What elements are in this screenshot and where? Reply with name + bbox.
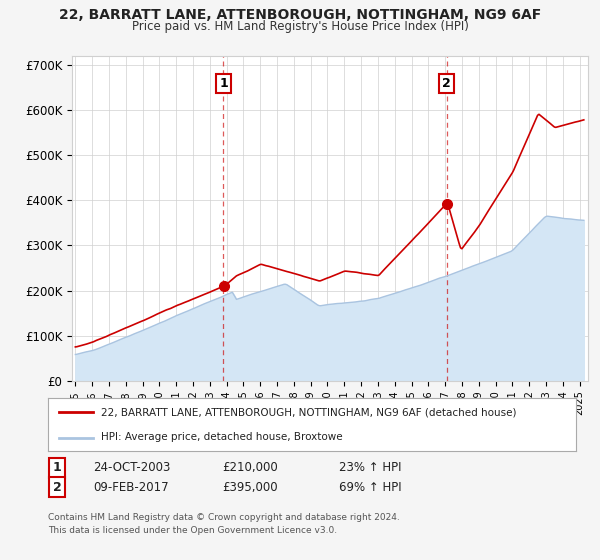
Text: Price paid vs. HM Land Registry's House Price Index (HPI): Price paid vs. HM Land Registry's House …	[131, 20, 469, 32]
Text: 24-OCT-2003: 24-OCT-2003	[93, 461, 170, 474]
Text: 2: 2	[442, 77, 451, 90]
Text: 1: 1	[219, 77, 228, 90]
Text: 2: 2	[53, 480, 61, 494]
Text: 22, BARRATT LANE, ATTENBOROUGH, NOTTINGHAM, NG9 6AF (detached house): 22, BARRATT LANE, ATTENBOROUGH, NOTTINGH…	[101, 408, 516, 418]
Text: 23% ↑ HPI: 23% ↑ HPI	[339, 461, 401, 474]
Text: HPI: Average price, detached house, Broxtowe: HPI: Average price, detached house, Brox…	[101, 432, 343, 442]
Text: £395,000: £395,000	[222, 480, 278, 494]
Text: 09-FEB-2017: 09-FEB-2017	[93, 480, 169, 494]
Text: £210,000: £210,000	[222, 461, 278, 474]
Text: 22, BARRATT LANE, ATTENBOROUGH, NOTTINGHAM, NG9 6AF: 22, BARRATT LANE, ATTENBOROUGH, NOTTINGH…	[59, 8, 541, 22]
Text: This data is licensed under the Open Government Licence v3.0.: This data is licensed under the Open Gov…	[48, 526, 337, 535]
Text: Contains HM Land Registry data © Crown copyright and database right 2024.: Contains HM Land Registry data © Crown c…	[48, 514, 400, 522]
Text: 69% ↑ HPI: 69% ↑ HPI	[339, 480, 401, 494]
Text: 1: 1	[53, 461, 61, 474]
